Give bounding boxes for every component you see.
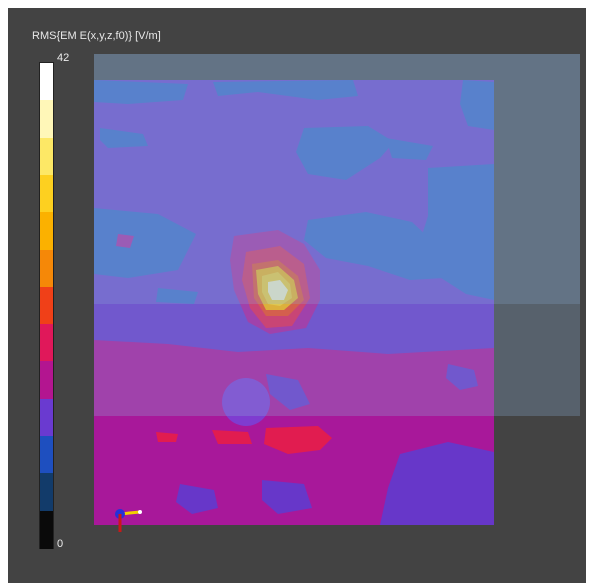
colorbar-segment [40, 361, 53, 400]
colorbar-segment [40, 398, 53, 438]
colorbar-segment [40, 137, 53, 176]
colorbar-max-label: 42 [57, 52, 70, 64]
overlay-boxes [94, 54, 580, 416]
colorbar-segment [40, 436, 53, 475]
colorbar-segment [40, 100, 53, 139]
colorbar-segment [40, 212, 53, 251]
colorbar-segment [40, 63, 53, 102]
colorbar-segment [40, 324, 53, 363]
colorbar-segment [40, 249, 53, 288]
colorbar-segment [40, 286, 53, 326]
3d-viewport[interactable]: RMS{EM E(x,y,z,f0)} [V/m] 42 0 [8, 8, 586, 583]
field-plane [94, 80, 494, 525]
colorbar-title: RMS{EM E(x,y,z,f0)} [V/m] [32, 30, 161, 42]
colorbar-segment [40, 510, 53, 549]
colorbar-segment [40, 174, 53, 214]
field-plot [94, 54, 580, 532]
colorbar [39, 62, 54, 549]
axes-triad-icon [115, 509, 142, 532]
colorbar-segment [40, 473, 53, 512]
colorbar-min-label: 0 [57, 538, 64, 550]
